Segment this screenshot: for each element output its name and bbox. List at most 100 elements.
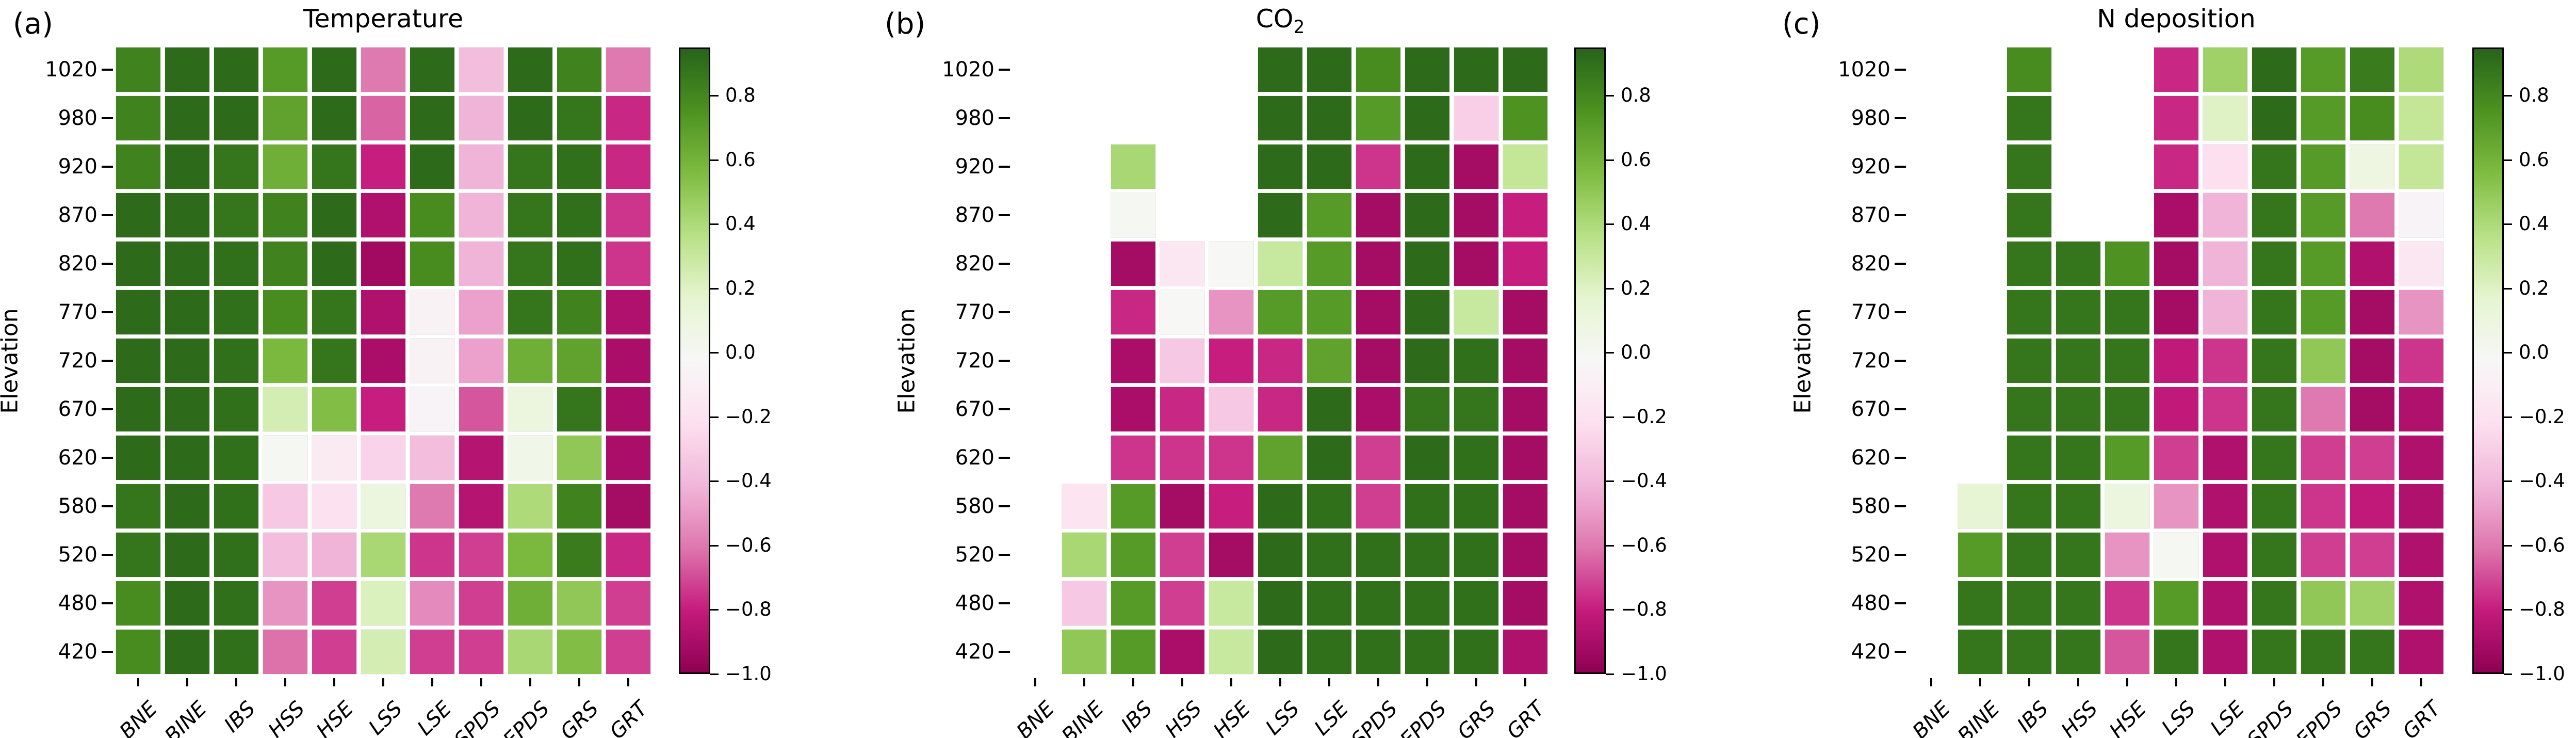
heatmap-cell xyxy=(1209,242,1253,286)
heatmap-cell xyxy=(1405,145,1449,189)
heatmap-cell xyxy=(1209,630,1253,674)
y-tick-mark xyxy=(1895,117,1906,119)
x-tick-mark xyxy=(480,678,482,686)
heatmap-cell xyxy=(1454,145,1498,189)
x-tick-label: LSS xyxy=(2157,697,2200,738)
heatmap-cell xyxy=(2399,581,2443,625)
heatmap-cell xyxy=(1503,533,1547,577)
colorbar-tick-mark xyxy=(710,159,719,161)
heatmap-cell xyxy=(1356,193,1400,237)
heatmap-cell xyxy=(606,387,650,431)
x-tick-label: EPDS xyxy=(2292,697,2347,738)
heatmap-cell xyxy=(2007,581,2051,625)
heatmap-cell xyxy=(2252,242,2296,286)
x-tick-label: HSS xyxy=(1160,697,1207,738)
heatmap-cell xyxy=(361,290,405,334)
heatmap-cell xyxy=(1405,47,1449,92)
heatmap-cell xyxy=(116,581,160,625)
heatmap-cell xyxy=(1111,339,1155,383)
y-tick-label: 1020 xyxy=(1838,58,1890,82)
colorbar-tick-label: 0.6 xyxy=(725,148,756,171)
heatmap-cell xyxy=(116,484,160,528)
heatmap-cell xyxy=(1111,436,1155,480)
heatmap-cell xyxy=(312,533,356,577)
heatmap-cell xyxy=(1503,290,1547,334)
y-tick-mark xyxy=(102,505,113,507)
y-tick-mark xyxy=(1895,311,1906,313)
heatmap-cell xyxy=(1356,96,1400,140)
heatmap-cell xyxy=(263,630,307,674)
x-tick-mark xyxy=(1328,678,1330,686)
y-tick-label: 720 xyxy=(58,349,97,373)
heatmap-cell xyxy=(361,47,405,92)
heatmap-cell xyxy=(2252,484,2296,528)
x-tick-mark xyxy=(1230,678,1232,686)
x-tick-label: BNE xyxy=(1908,697,1955,738)
y-tick-label: 820 xyxy=(955,252,994,276)
colorbar-tick-label: 0.8 xyxy=(725,84,756,107)
heatmap-cell xyxy=(1405,484,1449,528)
heatmap-cell xyxy=(2105,581,2149,625)
heatmap-cell xyxy=(1454,290,1498,334)
heatmap-cell xyxy=(2203,581,2247,625)
heatmap-cell xyxy=(1160,290,1204,334)
x-tick-label: IBS xyxy=(1117,697,1157,737)
heatmap-cell xyxy=(508,533,552,577)
y-tick-label: 420 xyxy=(58,640,97,664)
colorbar-tick-label: −0.8 xyxy=(1621,598,1667,621)
y-tick-label: 1020 xyxy=(942,58,994,82)
heatmap-cell xyxy=(2203,630,2247,674)
y-tick-label: 980 xyxy=(955,106,994,130)
heatmap-cell xyxy=(459,387,503,431)
x-tick-mark xyxy=(186,678,188,686)
heatmap-cell xyxy=(557,96,601,140)
heatmap-cell xyxy=(606,436,650,480)
heatmap-cell xyxy=(1209,436,1253,480)
x-tick-mark xyxy=(2371,678,2373,686)
x-tick-label: GRT xyxy=(2398,697,2445,738)
heatmap-cell xyxy=(1454,484,1498,528)
heatmap-cell xyxy=(410,630,454,674)
y-tick-label: 980 xyxy=(1851,106,1890,130)
heatmap-cell xyxy=(410,47,454,92)
heatmap-cell xyxy=(2007,630,2051,674)
x-tick-mark xyxy=(1132,678,1134,686)
heatmap-cell xyxy=(2105,630,2149,674)
colorbar xyxy=(1574,47,1606,674)
panel-label: (a) xyxy=(13,7,54,41)
heatmap-cell xyxy=(361,581,405,625)
colorbar-tick-label: −0.2 xyxy=(725,405,772,428)
heatmap-cell xyxy=(1111,242,1155,286)
heatmap-cell xyxy=(165,242,209,286)
heatmap-cell xyxy=(2399,242,2443,286)
colorbar-tick-label: 0.6 xyxy=(1621,148,1651,171)
heatmap-cell xyxy=(1503,581,1547,625)
heatmap-cell xyxy=(2154,630,2198,674)
colorbar-tick-label: −0.6 xyxy=(725,534,772,556)
heatmap-cell xyxy=(2399,387,2443,431)
heatmap-cell xyxy=(557,484,601,528)
heatmap-cell xyxy=(2301,96,2345,140)
heatmap-cell xyxy=(263,47,307,92)
heatmap-cell xyxy=(1307,339,1351,383)
y-tick-mark xyxy=(102,311,113,313)
heatmap-cell xyxy=(2399,145,2443,189)
heatmap-cell xyxy=(606,47,650,92)
heatmap-cell xyxy=(1209,484,1253,528)
panel-label: (c) xyxy=(1782,7,1821,41)
heatmap-cell xyxy=(2056,387,2100,431)
y-tick-label: 520 xyxy=(1851,543,1890,567)
heatmap-cell xyxy=(1258,47,1302,92)
heatmap-cell xyxy=(2350,96,2394,140)
heatmap-cell xyxy=(1356,47,1400,92)
heatmap-cell xyxy=(2350,242,2394,286)
panel-title-text: N deposition xyxy=(2097,4,2256,34)
heatmap-cell xyxy=(1258,242,1302,286)
panel-label: (b) xyxy=(885,7,926,41)
heatmap-cell xyxy=(459,96,503,140)
heatmap-cell xyxy=(557,387,601,431)
x-tick-label: LSS xyxy=(364,697,407,738)
y-tick-mark xyxy=(999,263,1010,265)
colorbar xyxy=(2472,47,2504,674)
heatmap-cell xyxy=(1307,47,1351,92)
